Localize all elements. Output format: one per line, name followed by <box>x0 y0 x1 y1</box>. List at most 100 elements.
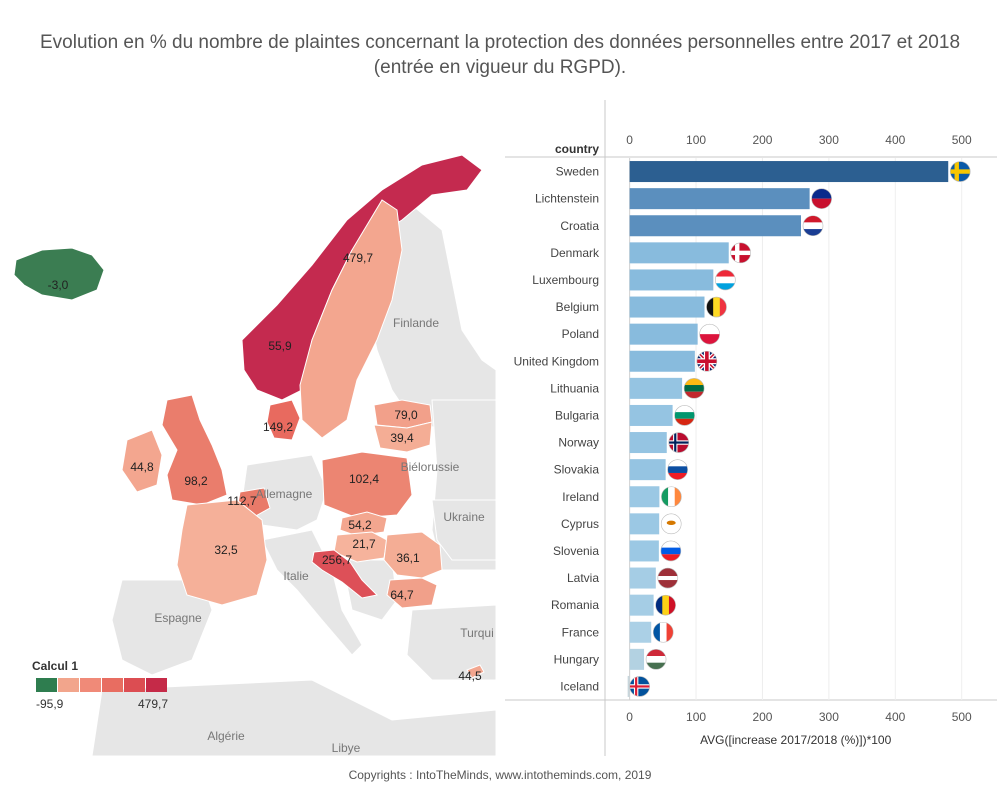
category-label: Slovakia <box>554 463 600 477</box>
legend-swatch <box>58 678 79 692</box>
bar[interactable] <box>629 323 698 345</box>
legend-swatch <box>102 678 123 692</box>
flag-icon <box>683 378 705 399</box>
category-label: Iceland <box>560 679 599 693</box>
chart-title: Evolution en % du nombre de plaintes con… <box>0 30 1000 80</box>
map-value-romania: 36,1 <box>396 551 420 565</box>
bar[interactable] <box>629 513 660 535</box>
map-place-labels: Finlande Biélorussie Allemagne Ukraine I… <box>154 316 493 755</box>
category-label: Lichtenstein <box>535 192 599 206</box>
map-countries <box>13 154 485 679</box>
flag-icon <box>696 350 718 372</box>
flag-icon <box>699 323 720 345</box>
country-ireland[interactable] <box>121 429 163 493</box>
country-slovakia[interactable] <box>339 511 388 537</box>
category-header: country <box>555 142 599 156</box>
flag-icon <box>667 459 688 480</box>
place-label-finland: Finlande <box>393 316 439 330</box>
flag-icon <box>668 432 690 453</box>
category-label: Lithuania <box>550 381 599 395</box>
bar[interactable] <box>629 296 705 318</box>
bar[interactable] <box>629 350 695 372</box>
bar[interactable] <box>629 594 654 616</box>
x-tick-label-top: 0 <box>626 133 633 147</box>
country-denmark[interactable] <box>266 399 301 441</box>
bar-chart-svg: 0 0 100 100 200 200 300 300 400 400 500 500 country A… <box>505 100 997 756</box>
flag-icon <box>674 405 695 426</box>
map-value-united-kingdom: 98,2 <box>184 474 208 488</box>
category-label: France <box>562 625 600 639</box>
bar-chart-panel: 0 0 100 100 200 200 300 300 400 400 500 500 country A… <box>505 100 997 756</box>
x-tick-label-bottom: 300 <box>819 710 839 724</box>
category-label: United Kingdom <box>514 354 599 368</box>
flag-icon <box>645 649 667 670</box>
bar[interactable] <box>629 404 673 426</box>
bar[interactable] <box>629 621 652 643</box>
category-label: Denmark <box>550 246 600 260</box>
place-label-turkey: Turqui <box>460 626 494 640</box>
bar[interactable] <box>629 377 683 399</box>
map-value-sweden: 479,7 <box>343 251 373 265</box>
north-africa-land <box>91 679 496 756</box>
map-value-belgium: 112,7 <box>227 494 256 508</box>
map-value-iceland: -3,0 <box>48 278 69 292</box>
country-croatia[interactable] <box>311 549 379 599</box>
country-poland[interactable] <box>321 451 413 519</box>
bar[interactable] <box>629 432 667 454</box>
bar[interactable] <box>629 540 659 562</box>
x-tick-label-top: 400 <box>885 133 905 147</box>
bar[interactable] <box>629 486 660 508</box>
copyright-footer: Copyrights : IntoTheMinds, www.intothemi… <box>348 768 652 782</box>
category-label: Belgium <box>556 300 599 314</box>
map-value-poland: 102,4 <box>349 472 379 486</box>
bar[interactable] <box>629 567 656 589</box>
europe-map[interactable]: -3,0 479,7 55,9 149,2 79,0 39,4 102,4 44… <box>12 100 496 756</box>
place-label-libya: Libye <box>332 741 361 755</box>
bar[interactable] <box>629 459 666 481</box>
flag-icon <box>715 269 736 291</box>
bar[interactable] <box>627 675 630 697</box>
country-cyprus[interactable] <box>466 664 485 679</box>
bar[interactable] <box>629 648 645 670</box>
category-label: Bulgaria <box>555 408 599 422</box>
flag-icon <box>660 513 682 535</box>
country-norway[interactable] <box>241 154 483 401</box>
place-label-germany: Allemagne <box>256 487 313 501</box>
x-tick-label-top: 100 <box>686 133 706 147</box>
turkey-land <box>406 604 496 681</box>
bar[interactable] <box>629 242 729 264</box>
country-lithuania[interactable] <box>373 421 433 453</box>
category-label: Latvia <box>567 571 599 585</box>
x-tick-label-bottom: 500 <box>952 710 972 724</box>
place-label-spain: Espagne <box>154 611 202 625</box>
country-france[interactable] <box>176 499 268 606</box>
legend-min-label: -95,9 <box>36 697 64 711</box>
flag-icon <box>655 594 676 616</box>
map-value-denmark: 149,2 <box>263 420 293 434</box>
country-iceland[interactable] <box>13 247 105 301</box>
legend-color-scale <box>36 678 167 692</box>
map-value-hungary: 21,7 <box>352 537 376 551</box>
flag-icon <box>706 296 727 318</box>
map-svg: -3,0 479,7 55,9 149,2 79,0 39,4 102,4 44… <box>12 100 496 756</box>
place-label-italy: Italie <box>283 569 309 583</box>
category-label: Romania <box>551 598 599 612</box>
x-tick-label-bottom: 0 <box>626 710 633 724</box>
bar[interactable] <box>629 215 801 237</box>
bar[interactable] <box>629 269 714 291</box>
category-label: Sweden <box>556 165 599 179</box>
map-value-norway: 55,9 <box>268 339 292 353</box>
country-romania[interactable] <box>383 531 443 579</box>
country-united-kingdom[interactable] <box>161 394 228 506</box>
map-value-ireland: 44,8 <box>130 460 154 474</box>
flag-icon <box>811 188 832 209</box>
legend-max-label: 479,7 <box>138 697 168 711</box>
country-sweden[interactable] <box>299 199 403 439</box>
map-value-croatia: 256,7 <box>322 553 352 567</box>
x-tick-label-top: 200 <box>752 133 772 147</box>
flag-icon <box>657 567 679 589</box>
bar[interactable] <box>629 188 810 210</box>
bar[interactable] <box>629 161 949 183</box>
place-label-belarus: Biélorussie <box>401 460 460 474</box>
country-bulgaria[interactable] <box>386 577 438 609</box>
